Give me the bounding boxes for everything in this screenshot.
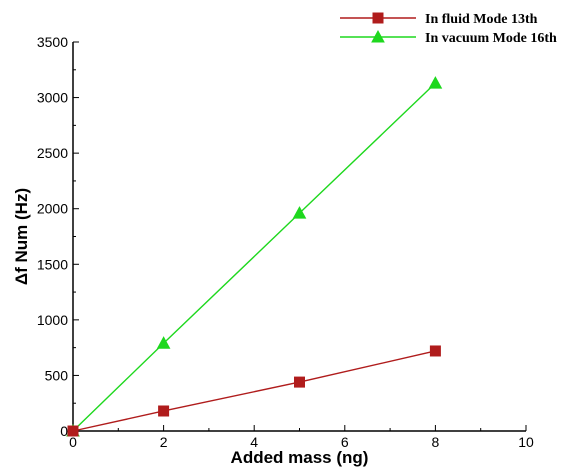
y-tick-label: 1000 <box>37 312 68 328</box>
square-marker <box>158 405 170 417</box>
x-tick-label: 0 <box>69 434 77 450</box>
x-tick-label: 4 <box>250 434 258 450</box>
y-tick-label: 3500 <box>37 34 68 50</box>
y-tick-label: 3000 <box>37 90 68 106</box>
square-marker <box>67 425 79 437</box>
series-line <box>72 82 436 432</box>
series-group <box>67 345 441 437</box>
y-axis-title: Δf Num (Hz) <box>12 188 31 285</box>
y-tick-label: 1500 <box>37 256 68 272</box>
legend-label: In fluid Mode 13th <box>425 12 538 27</box>
square-marker <box>372 12 384 24</box>
series-group <box>66 76 443 437</box>
x-tick-label: 8 <box>432 434 440 450</box>
triangle-marker <box>292 206 307 219</box>
plot-area: 0 2 4 6 8 10 0 500 1000 1500 2000 2500 3000 3500 <box>37 34 534 450</box>
series-layer <box>66 76 443 437</box>
x-tick-label: 6 <box>341 434 349 450</box>
triangle-marker <box>371 29 385 43</box>
legend-item: In vacuum Mode 16th <box>340 29 557 46</box>
y-tick-label: 0 <box>60 423 68 439</box>
square-marker <box>429 345 441 357</box>
y-tick-label: 2500 <box>37 145 68 161</box>
x-tick-label: 10 <box>518 434 534 450</box>
triangle-marker <box>156 336 171 349</box>
y-axis-ticks: 0 500 1000 1500 2000 2500 3000 3500 <box>37 34 79 439</box>
x-tick-label: 2 <box>160 434 168 450</box>
x-axis-ticks: 0 2 4 6 8 10 <box>69 425 534 450</box>
series-line <box>72 350 436 432</box>
y-tick-label: 500 <box>45 367 69 383</box>
y-tick-label: 2000 <box>37 201 68 217</box>
legend: In fluid Mode 13th In vacuum Mode 16th <box>340 12 557 46</box>
square-marker <box>294 376 305 388</box>
triangle-marker <box>428 76 443 89</box>
legend-item: In fluid Mode 13th <box>340 12 538 27</box>
legend-label: In vacuum Mode 16th <box>425 31 557 46</box>
x-axis-title: Added mass (ng) <box>231 448 369 467</box>
